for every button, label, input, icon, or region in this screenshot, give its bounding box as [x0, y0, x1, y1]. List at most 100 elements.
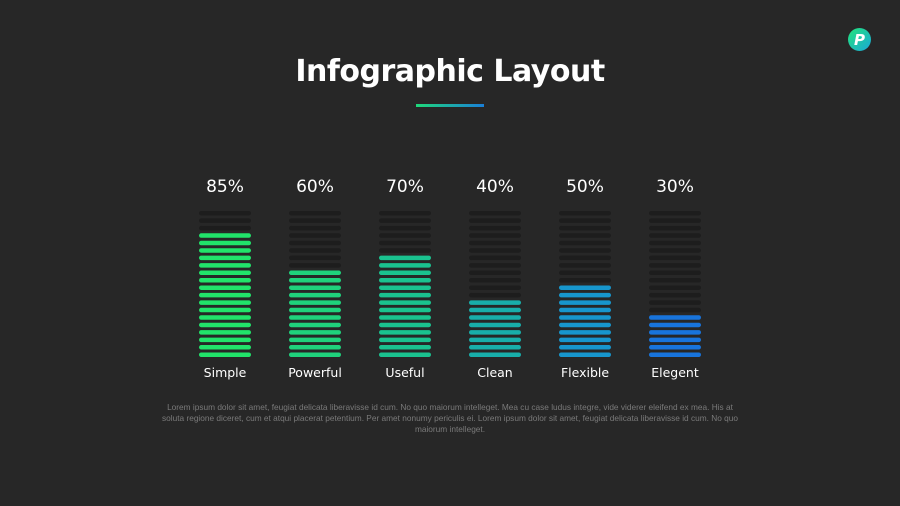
segmented-bar-chart: 85% Simple 60% Powerful 70% Useful 40% Clean 50%… — [199, 177, 701, 380]
bar-segment-filled — [379, 263, 431, 268]
bar-segment-empty — [649, 292, 701, 298]
bar-segment-filled — [289, 345, 341, 350]
bar-segment-empty — [289, 233, 341, 238]
bar-segment-empty — [469, 210, 521, 216]
bar-segment-filled — [469, 300, 521, 305]
bar-segment-filled — [559, 330, 611, 335]
category-label: Useful — [385, 365, 424, 380]
bar-segment-empty — [559, 263, 611, 268]
bar-segment-filled — [559, 285, 611, 290]
bar-segment-empty — [559, 278, 611, 283]
bar-segment-empty — [559, 218, 611, 223]
bar-segment-filled — [469, 330, 521, 335]
bar-segment-filled — [379, 300, 431, 305]
bar-segment-empty — [469, 278, 521, 283]
bar-segment-empty — [559, 233, 611, 238]
bar-clean — [469, 210, 521, 357]
bar-segment-filled — [199, 263, 251, 268]
title-underline — [416, 104, 484, 107]
value-label: 70% — [386, 177, 424, 197]
bar-segment-empty — [289, 218, 341, 223]
category-label: Clean — [477, 365, 512, 380]
bar-segment-empty — [379, 225, 431, 231]
bar-segment-filled — [379, 322, 431, 328]
bar-segment-filled — [199, 292, 251, 298]
bar-segment-filled — [289, 307, 341, 313]
bar-segment-filled — [379, 307, 431, 313]
bar-segment-empty — [559, 255, 611, 261]
bar-segment-filled — [379, 255, 431, 261]
bar-segment-filled — [289, 322, 341, 328]
bar-segment-empty — [559, 225, 611, 231]
bar-segment-filled — [379, 278, 431, 283]
bar-segment-empty — [559, 248, 611, 253]
bar-segment-empty — [289, 225, 341, 231]
bar-segment-empty — [199, 225, 251, 231]
bar-segment-filled — [379, 292, 431, 298]
bar-segment-empty — [199, 218, 251, 223]
bar-segment-empty — [289, 210, 341, 216]
bar-segment-filled — [199, 307, 251, 313]
bar-segment-filled — [469, 315, 521, 320]
bar-segment-filled — [199, 248, 251, 253]
bar-segment-empty — [469, 255, 521, 261]
bar-segment-filled — [199, 322, 251, 328]
bar-segment-filled — [469, 337, 521, 343]
bar-segment-empty — [649, 307, 701, 313]
bar-segment-filled — [289, 337, 341, 343]
bar-segment-filled — [199, 285, 251, 290]
bar-segment-empty — [379, 240, 431, 246]
bar-segment-empty — [469, 233, 521, 238]
bar-segment-filled — [289, 292, 341, 298]
bar-segment-filled — [379, 315, 431, 320]
bar-segment-empty — [649, 218, 701, 223]
bar-segment-filled — [469, 345, 521, 350]
bar-segment-filled — [379, 330, 431, 335]
bar-segment-empty — [469, 240, 521, 246]
bar-segment-filled — [199, 345, 251, 350]
bar-segment-filled — [199, 240, 251, 246]
bar-segment-empty — [649, 225, 701, 231]
bar-segment-filled — [559, 322, 611, 328]
bar-segment-empty — [559, 240, 611, 246]
bar-segment-filled — [199, 255, 251, 261]
bar-segment-filled — [649, 352, 701, 357]
value-label: 40% — [476, 177, 514, 197]
bar-segment-filled — [559, 315, 611, 320]
bar-segment-filled — [289, 300, 341, 305]
bar-segment-empty — [469, 248, 521, 253]
bar-segment-filled — [559, 352, 611, 357]
bar-segment-filled — [379, 352, 431, 357]
bar-segment-filled — [469, 307, 521, 313]
bar-segment-filled — [199, 315, 251, 320]
bar-segment-empty — [649, 240, 701, 246]
bar-useful — [379, 210, 431, 357]
bar-segment-filled — [559, 292, 611, 298]
bar-segment-filled — [559, 307, 611, 313]
bar-segment-filled — [379, 285, 431, 290]
bar-segment-empty — [469, 285, 521, 290]
bar-segment-empty — [289, 240, 341, 246]
footer-paragraph: Lorem ipsum dolor sit amet, feugiat deli… — [162, 402, 738, 434]
bar-segment-empty — [379, 233, 431, 238]
bar-segment-empty — [469, 270, 521, 276]
bar-segment-empty — [649, 210, 701, 216]
bar-segment-filled — [559, 345, 611, 350]
bar-segment-empty — [649, 233, 701, 238]
value-label: 30% — [656, 177, 694, 197]
bar-segment-filled — [289, 315, 341, 320]
bar-simple — [199, 210, 251, 357]
bar-segment-empty — [379, 210, 431, 216]
value-label: 60% — [296, 177, 334, 197]
bar-segment-filled — [199, 300, 251, 305]
bar-segment-empty — [289, 248, 341, 253]
bar-segment-filled — [199, 278, 251, 283]
bar-segment-filled — [289, 278, 341, 283]
bar-segment-filled — [379, 345, 431, 350]
bar-segment-filled — [649, 337, 701, 343]
category-label: Simple — [204, 365, 247, 380]
bar-segment-filled — [559, 337, 611, 343]
bar-segment-filled — [199, 352, 251, 357]
bar-segment-filled — [649, 322, 701, 328]
bar-segment-filled — [649, 315, 701, 320]
